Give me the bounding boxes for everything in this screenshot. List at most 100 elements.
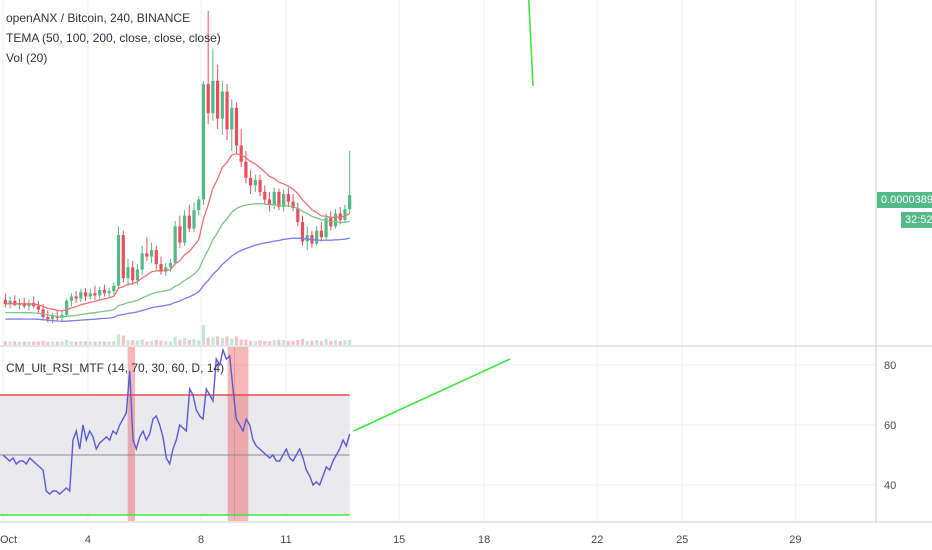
candle-body bbox=[102, 290, 107, 294]
candle-body bbox=[305, 235, 309, 242]
time-axis-label: Oct bbox=[0, 534, 17, 546]
volume-bar bbox=[41, 340, 45, 345]
candle-body bbox=[206, 84, 210, 114]
volume-bar bbox=[253, 341, 257, 345]
candle-body bbox=[182, 215, 187, 243]
volume-bar bbox=[173, 336, 177, 345]
volume-bar bbox=[315, 340, 319, 345]
volume-bar bbox=[32, 341, 36, 345]
volume-bar bbox=[310, 340, 314, 345]
volume-bar bbox=[131, 340, 135, 345]
candle-body bbox=[244, 161, 248, 178]
volume-bar bbox=[239, 339, 243, 345]
volume-bar bbox=[244, 339, 248, 345]
volume-bar bbox=[211, 337, 215, 345]
rsi-line bbox=[2, 347, 351, 495]
candle-body bbox=[69, 296, 73, 301]
volume-bar bbox=[338, 341, 342, 345]
candle-body bbox=[131, 267, 135, 281]
volume-bar bbox=[348, 339, 352, 345]
volume-bar bbox=[65, 339, 69, 345]
candle-body bbox=[239, 145, 243, 162]
volume-bar bbox=[197, 340, 201, 345]
last-price-tag: 0.00003890 bbox=[877, 192, 932, 208]
candle-body bbox=[79, 292, 83, 299]
countdown-tag: 32:52 bbox=[901, 212, 932, 228]
candle-body bbox=[263, 191, 267, 200]
volume-bar bbox=[291, 341, 295, 345]
volume-bar bbox=[107, 341, 111, 345]
volume-bar bbox=[159, 340, 163, 345]
candle-body bbox=[46, 316, 50, 320]
volume-bar bbox=[22, 341, 26, 345]
volume-bar bbox=[116, 334, 121, 345]
volume-bar bbox=[249, 340, 253, 345]
candle-body bbox=[126, 267, 130, 279]
volume-bar bbox=[286, 340, 290, 345]
time-axis-label: 22 bbox=[591, 534, 603, 546]
volume-bar bbox=[168, 341, 173, 345]
volume-bar bbox=[206, 337, 210, 345]
candle-body bbox=[253, 180, 257, 186]
volume-bar bbox=[46, 341, 50, 345]
volume-bar bbox=[324, 339, 328, 345]
volume-bar bbox=[13, 341, 17, 345]
candle-body bbox=[216, 80, 220, 119]
volume-bar bbox=[216, 336, 220, 345]
volume-bar bbox=[230, 338, 234, 345]
candle-body bbox=[338, 213, 342, 220]
volume-bar bbox=[69, 341, 73, 345]
volume-bar bbox=[192, 339, 196, 345]
volume-bar bbox=[83, 341, 88, 345]
candle-body bbox=[3, 299, 7, 305]
volume-bar bbox=[74, 341, 78, 345]
volume-bar bbox=[17, 341, 22, 345]
candle-body bbox=[286, 194, 290, 202]
candle-body bbox=[291, 201, 295, 209]
volume-bar bbox=[149, 341, 154, 345]
volume-bar bbox=[112, 341, 116, 345]
volume-bar bbox=[305, 341, 309, 345]
legend-symbol: openANX / Bitcoin, 240, BINANCE bbox=[6, 11, 191, 25]
volume-bar bbox=[8, 341, 12, 345]
volume-bar bbox=[55, 341, 59, 345]
candle-body bbox=[140, 253, 144, 270]
candle-body bbox=[168, 263, 173, 268]
candle-body bbox=[93, 293, 97, 296]
candle-body bbox=[112, 285, 116, 292]
volume-bar bbox=[27, 341, 31, 345]
volume-bar bbox=[164, 341, 168, 345]
candle-body bbox=[107, 291, 111, 294]
candle-body bbox=[211, 80, 215, 114]
volume-bar bbox=[267, 341, 272, 345]
volume-bar bbox=[79, 341, 83, 345]
volume-bar bbox=[140, 339, 144, 345]
candle-body bbox=[343, 209, 347, 220]
tema-slow-line bbox=[5, 237, 350, 322]
volume-bar bbox=[225, 336, 229, 345]
rsi-highlight-band bbox=[127, 347, 136, 521]
volume-bar bbox=[263, 340, 267, 345]
legend-rsi: CM_Ult_RSI_MTF (14, 70, 30, 60, D, 14) bbox=[6, 361, 225, 375]
candle-body bbox=[135, 269, 140, 281]
time-axis-label: 29 bbox=[789, 534, 801, 546]
volume-bar bbox=[145, 341, 149, 345]
price-trend-arrow bbox=[527, 0, 534, 87]
volume-bar bbox=[178, 339, 182, 345]
volume-bar bbox=[282, 340, 286, 345]
time-axis-label: 8 bbox=[198, 534, 204, 546]
volume-bar bbox=[50, 341, 55, 345]
candle-body bbox=[296, 208, 300, 223]
volume-bar bbox=[93, 341, 97, 345]
volume-bar bbox=[234, 336, 239, 345]
candle-body bbox=[159, 264, 163, 272]
volume-bar bbox=[126, 340, 130, 345]
volume-bar bbox=[88, 341, 92, 345]
volume-bar bbox=[182, 338, 187, 345]
candle-body bbox=[319, 230, 323, 238]
volume-bar bbox=[3, 341, 7, 345]
candle-body bbox=[230, 107, 234, 130]
volume-bar bbox=[102, 341, 107, 345]
candle-body bbox=[98, 290, 102, 296]
candle-body bbox=[348, 195, 352, 210]
